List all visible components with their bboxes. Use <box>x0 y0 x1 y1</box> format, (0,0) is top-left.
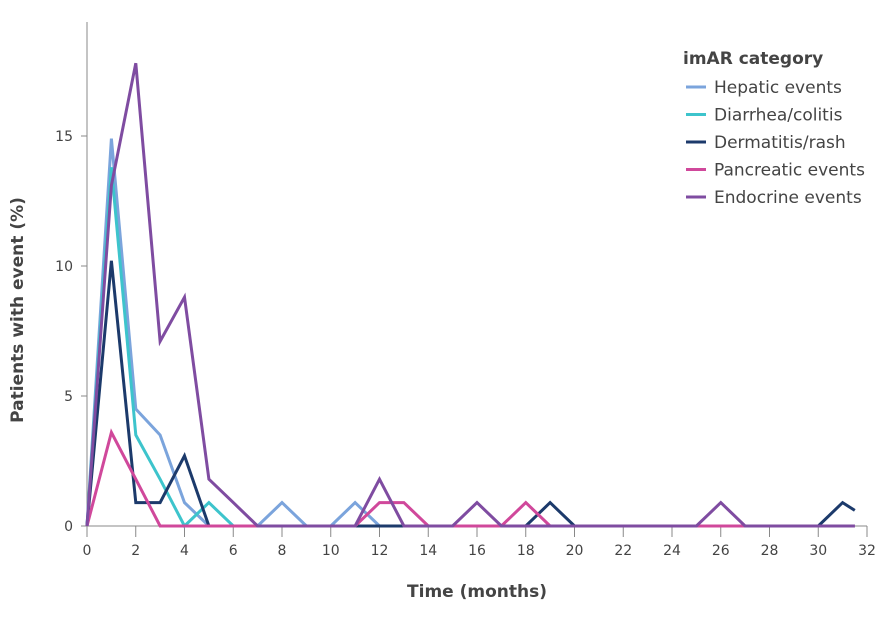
y-axis-label: Patients with event (%) <box>8 197 28 423</box>
y-tick-label: 10 <box>55 259 73 275</box>
series-line-endocrine-events <box>85 62 855 528</box>
x-tick-label: 24 <box>663 543 681 559</box>
x-tick-label: 8 <box>278 543 287 559</box>
series-line-diarrhea-colitis <box>85 167 855 529</box>
x-tick-label: 14 <box>419 543 437 559</box>
x-tick-label: 2 <box>131 543 140 559</box>
series-line-pancreatic-events <box>85 428 855 528</box>
legend-entry: Pancreatic events <box>714 161 865 181</box>
x-tick-label: 16 <box>468 543 486 559</box>
x-tick-label: 30 <box>809 543 827 559</box>
legend-title: imAR category <box>683 49 823 69</box>
y-tick-label: 5 <box>64 389 73 405</box>
x-tick-label: 28 <box>761 543 779 559</box>
series-lines <box>85 62 856 529</box>
legend-entry: Hepatic events <box>714 78 842 98</box>
x-tick-label: 26 <box>712 543 730 559</box>
y-tick-label: 0 <box>64 519 73 535</box>
series-line-dermatitis-rash <box>85 260 856 528</box>
legend-entry: Diarrhea/colitis <box>714 106 843 126</box>
x-tick-label: 32 <box>858 543 876 559</box>
x-tick-label: 20 <box>566 543 584 559</box>
x-tick-label: 6 <box>229 543 238 559</box>
legend-entry: Endocrine events <box>714 188 862 208</box>
x-tick-label: 10 <box>322 543 340 559</box>
x-tick-label: 18 <box>517 543 535 559</box>
legend: imAR category Hepatic events Diarrhea/col… <box>683 49 865 208</box>
x-tick-label: 22 <box>614 543 632 559</box>
y-tick-label: 15 <box>55 129 73 145</box>
x-tick-label: 0 <box>83 543 92 559</box>
x-tick-label: 4 <box>180 543 189 559</box>
x-axis-label: Time (months) <box>407 582 547 602</box>
legend-entry: Dermatitis/rash <box>714 133 846 153</box>
x-tick-label: 12 <box>371 543 389 559</box>
